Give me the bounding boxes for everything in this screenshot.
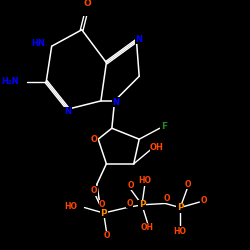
Text: O: O: [126, 199, 133, 208]
Text: OH: OH: [141, 223, 154, 232]
Text: F: F: [161, 122, 167, 132]
Text: H₂N: H₂N: [1, 77, 19, 86]
Text: P: P: [100, 208, 107, 218]
Text: O: O: [184, 180, 191, 188]
Text: OH: OH: [150, 143, 164, 152]
Text: HO: HO: [65, 202, 78, 211]
Text: O: O: [103, 231, 110, 240]
Text: N: N: [64, 107, 71, 116]
Text: HN: HN: [31, 39, 45, 48]
Text: N: N: [112, 98, 119, 107]
Text: O: O: [90, 135, 98, 144]
Text: O: O: [201, 196, 207, 205]
Text: O: O: [99, 200, 105, 209]
Text: HO: HO: [138, 176, 151, 185]
Text: P: P: [139, 200, 145, 209]
Text: P: P: [177, 203, 184, 212]
Text: O: O: [91, 186, 97, 195]
Text: O: O: [163, 194, 170, 203]
Text: N: N: [136, 35, 143, 44]
Text: HO: HO: [174, 226, 187, 235]
Text: O: O: [83, 0, 91, 8]
Text: O: O: [127, 181, 134, 190]
